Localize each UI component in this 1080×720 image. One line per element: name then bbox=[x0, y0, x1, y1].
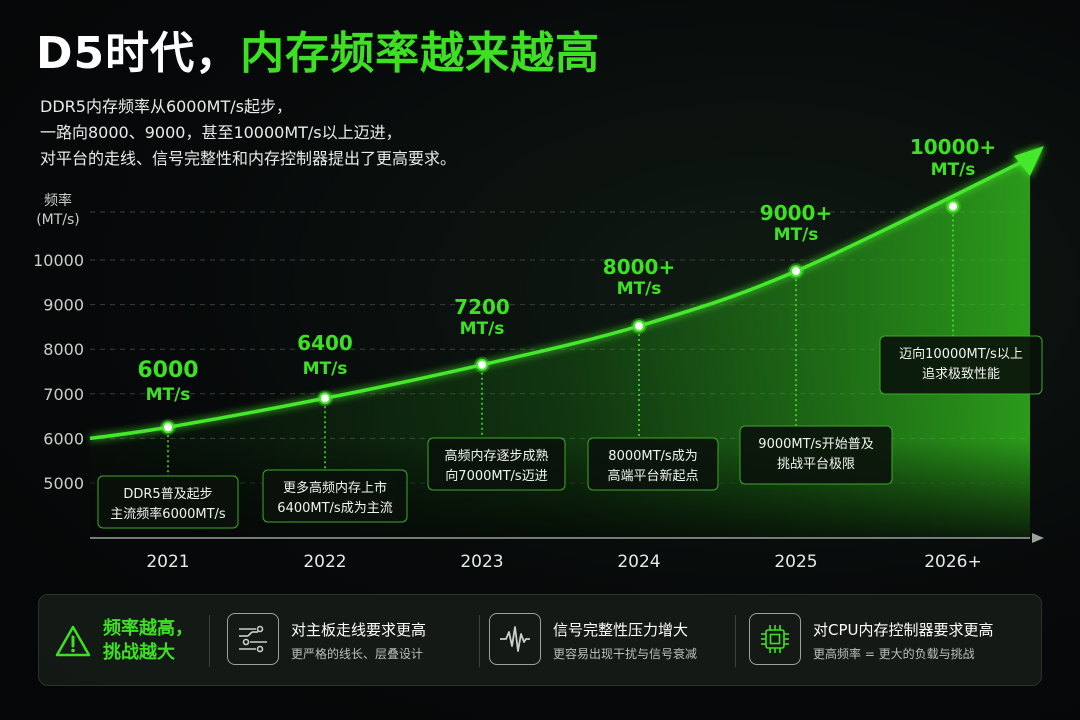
annotation-box bbox=[262, 469, 408, 523]
y-tick-label: 5000 bbox=[43, 474, 84, 493]
y-axis-label: 频率 bbox=[44, 192, 72, 209]
data-point bbox=[947, 200, 959, 213]
warning-icon bbox=[55, 625, 91, 657]
warning-block: 频率越高， 挑战越大 bbox=[55, 615, 225, 667]
value-label: 9000+ bbox=[760, 201, 832, 225]
page-title: D5时代，内存频率越来越高 bbox=[36, 22, 600, 86]
annotation-box bbox=[739, 425, 893, 485]
series-line bbox=[89, 156, 1031, 441]
annotation-text: 向7000MT/s迈进 bbox=[445, 468, 547, 484]
unit-label: MT/s bbox=[460, 319, 505, 339]
x-tick-label: 2026+ bbox=[924, 552, 982, 572]
y-tick-label: 8000 bbox=[43, 340, 84, 359]
warning-line: 挑战越大 bbox=[103, 642, 175, 663]
y-tick-label: 6000 bbox=[43, 429, 84, 448]
annotation-text: 挑战平台极限 bbox=[777, 457, 855, 472]
divider bbox=[209, 615, 210, 667]
arrow-head-icon bbox=[1014, 146, 1044, 176]
x-tick-label: 2022 bbox=[303, 552, 346, 572]
value-label: 10000+ bbox=[910, 135, 996, 159]
data-point bbox=[790, 265, 802, 278]
signal-wave-icon bbox=[489, 613, 541, 665]
annotation-box bbox=[97, 475, 239, 529]
feature-subtitle: 更高频率 = 更大的负载与挑战 bbox=[813, 647, 975, 661]
unit-label: MT/s bbox=[146, 385, 191, 405]
data-point bbox=[162, 421, 174, 434]
annotation-text: 8000MT/s成为 bbox=[608, 449, 697, 464]
divider bbox=[479, 615, 480, 667]
feature-title: 对CPU内存控制器要求更高 bbox=[813, 621, 994, 639]
unit-label: MT/s bbox=[303, 359, 348, 379]
value-label: 6000 bbox=[137, 358, 198, 383]
divider bbox=[735, 615, 736, 667]
y-tick-label: 10000 bbox=[33, 251, 84, 270]
annotation-text: 追求极致性能 bbox=[922, 366, 1000, 382]
annotation-text: 高端平台新起点 bbox=[607, 468, 698, 484]
y-tick-label: 9000 bbox=[43, 296, 84, 315]
annotation-text: 更多高频内存上市 bbox=[283, 480, 387, 496]
warning-line: 频率越高， bbox=[103, 618, 193, 639]
data-point bbox=[633, 320, 645, 333]
warning-text: 频率越高， 挑战越大 bbox=[103, 617, 193, 665]
x-tick-label: 2025 bbox=[774, 552, 817, 572]
data-point bbox=[319, 392, 331, 405]
feature-title: 信号完整性压力增大 bbox=[553, 621, 689, 639]
annotation-text: 6400MT/s成为主流 bbox=[277, 501, 392, 516]
intro-line: 对平台的走线、信号完整性和内存控制器提出了更高要求。 bbox=[40, 149, 457, 168]
data-point bbox=[476, 358, 488, 371]
x-tick-label: 2023 bbox=[460, 552, 503, 572]
annotation-text: 主流频率6000MT/s bbox=[110, 506, 226, 522]
annotation-text: DDR5普及起步 bbox=[123, 487, 212, 502]
annotation-text: 9000MT/s开始普及 bbox=[758, 437, 873, 452]
feature-subtitle: 更严格的线长、层叠设计 bbox=[291, 647, 424, 661]
annotation-text: 高频内存逐步成熟 bbox=[444, 448, 548, 464]
annotation-text: 迈向10000MT/s以上 bbox=[899, 346, 1023, 362]
title-prefix: D5时代， bbox=[36, 28, 241, 79]
intro-line: 一路向8000、9000，甚至10000MT/s以上迈进， bbox=[40, 123, 402, 142]
unit-label: MT/s bbox=[931, 160, 976, 180]
cpu-chip-icon bbox=[749, 613, 801, 665]
y-axis-unit: (MT/s) bbox=[36, 212, 80, 228]
intro-line: DDR5内存频率从6000MT/s起步， bbox=[40, 97, 292, 116]
unit-label: MT/s bbox=[774, 225, 819, 245]
x-axis-arrow-icon bbox=[1032, 533, 1044, 543]
circuit-board-icon bbox=[227, 613, 279, 665]
value-label: 8000+ bbox=[603, 255, 675, 279]
feature-subtitle: 更容易出现干扰与信号衰减 bbox=[553, 647, 698, 661]
value-label: 7200 bbox=[454, 295, 510, 319]
annotation-box bbox=[879, 335, 1043, 395]
x-tick-label: 2021 bbox=[146, 552, 189, 572]
title-highlight: 内存频率越来越高 bbox=[240, 28, 601, 79]
annotation-box bbox=[427, 437, 566, 491]
unit-label: MT/s bbox=[617, 279, 662, 299]
x-tick-label: 2024 bbox=[617, 552, 660, 572]
intro-text: DDR5内存频率从6000MT/s起步， 一路向8000、9000，甚至1000… bbox=[40, 94, 600, 172]
value-label: 6400 bbox=[297, 331, 353, 355]
annotation-box bbox=[587, 437, 719, 491]
challenge-panel: 频率越高， 挑战越大 对主板走线要求更高 更严格的线长、层叠设计 信号完整性 bbox=[38, 594, 1042, 686]
feature-title: 对主板走线要求更高 bbox=[291, 621, 427, 639]
y-tick-label: 7000 bbox=[43, 385, 84, 404]
